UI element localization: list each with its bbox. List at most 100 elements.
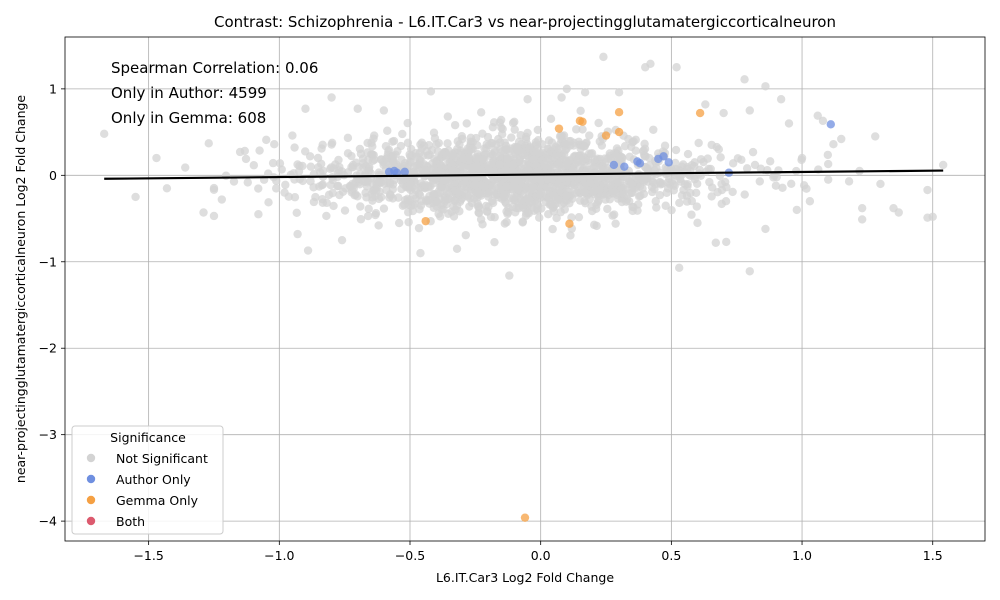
data-point: [601, 131, 611, 140]
data-point: [353, 104, 362, 113]
data-point: [359, 159, 368, 168]
data-point: [360, 177, 369, 186]
data-point: [672, 63, 681, 72]
data-point: [443, 188, 452, 197]
data-point: [761, 82, 770, 91]
data-point: [152, 153, 161, 163]
data-point: [301, 104, 310, 113]
x-tick-label: −0.5: [395, 548, 425, 563]
data-point: [268, 158, 278, 168]
data-point: [465, 202, 474, 211]
data-point: [566, 136, 575, 146]
data-point: [264, 169, 273, 178]
data-point: [443, 112, 453, 121]
x-tick-label: 1.0: [792, 548, 812, 563]
data-point: [507, 193, 516, 203]
data-point: [663, 178, 673, 187]
data-point: [453, 144, 462, 154]
data-point: [254, 210, 263, 219]
data-point: [443, 139, 452, 148]
data-point: [406, 185, 415, 195]
data-point: [717, 185, 727, 195]
data-point: [340, 206, 350, 215]
data-point: [612, 190, 621, 199]
data-point: [502, 182, 511, 191]
data-point: [100, 129, 109, 139]
data-point: [646, 59, 655, 68]
data-point: [347, 151, 356, 161]
y-tick-label: −1: [39, 254, 57, 269]
data-point: [400, 200, 409, 209]
data-point: [383, 126, 392, 135]
y-tick-label: 0: [49, 168, 57, 183]
data-point: [290, 143, 299, 152]
data-point: [531, 199, 541, 208]
data-point: [322, 211, 331, 221]
data-point: [442, 151, 451, 160]
data-point: [369, 150, 378, 160]
legend-marker-both: [86, 516, 96, 526]
data-point: [687, 196, 696, 206]
data-point: [614, 127, 624, 137]
data-point: [314, 163, 323, 172]
data-point: [557, 174, 567, 183]
data-point: [627, 188, 636, 197]
data-point: [376, 178, 386, 187]
data-point: [495, 152, 504, 161]
data-point: [576, 106, 585, 116]
data-point: [313, 153, 323, 163]
data-point: [241, 154, 251, 164]
y-axis-ticks: −4 −3 −2 −1 0 1: [39, 81, 65, 529]
data-point: [485, 166, 494, 175]
data-point: [450, 120, 460, 130]
data-point: [229, 177, 239, 186]
data-point: [528, 183, 538, 192]
legend-label-gemma-only: Gemma Only: [116, 493, 199, 508]
data-point: [249, 161, 259, 170]
y-tick-label: −4: [39, 514, 57, 529]
data-point: [703, 154, 712, 163]
data-point: [487, 138, 496, 148]
data-point: [508, 160, 518, 170]
data-point: [578, 125, 587, 134]
data-point: [486, 187, 495, 196]
data-point: [928, 212, 937, 222]
data-point: [255, 146, 264, 155]
data-point: [318, 140, 327, 150]
data-point: [655, 190, 665, 200]
data-point: [518, 150, 527, 160]
data-point: [826, 120, 835, 129]
data-point: [235, 147, 245, 157]
data-point: [403, 138, 413, 148]
data-point: [327, 163, 336, 172]
data-point: [776, 95, 786, 104]
data-point: [721, 197, 731, 206]
data-point: [398, 129, 407, 139]
data-point: [385, 190, 395, 199]
data-point: [692, 202, 701, 211]
data-point: [394, 218, 404, 228]
annotation-spearman: Spearman Correlation: 0.06: [111, 59, 318, 77]
data-point: [451, 205, 460, 214]
data-point: [585, 131, 594, 140]
data-point: [271, 184, 281, 193]
data-point: [535, 213, 544, 222]
data-point: [280, 188, 289, 197]
data-point: [837, 134, 846, 144]
data-point: [745, 106, 754, 115]
data-point: [693, 218, 702, 228]
data-point: [356, 215, 366, 224]
data-point: [675, 198, 684, 208]
data-point: [659, 152, 668, 161]
data-point: [343, 133, 353, 143]
data-point: [388, 137, 397, 146]
data-point: [364, 204, 373, 214]
data-point: [575, 196, 585, 205]
plot-frame: [64, 36, 986, 542]
data-point: [404, 217, 413, 227]
data-point: [813, 111, 822, 120]
data-point: [432, 140, 441, 149]
data-point: [363, 148, 372, 157]
data-point: [686, 188, 695, 198]
